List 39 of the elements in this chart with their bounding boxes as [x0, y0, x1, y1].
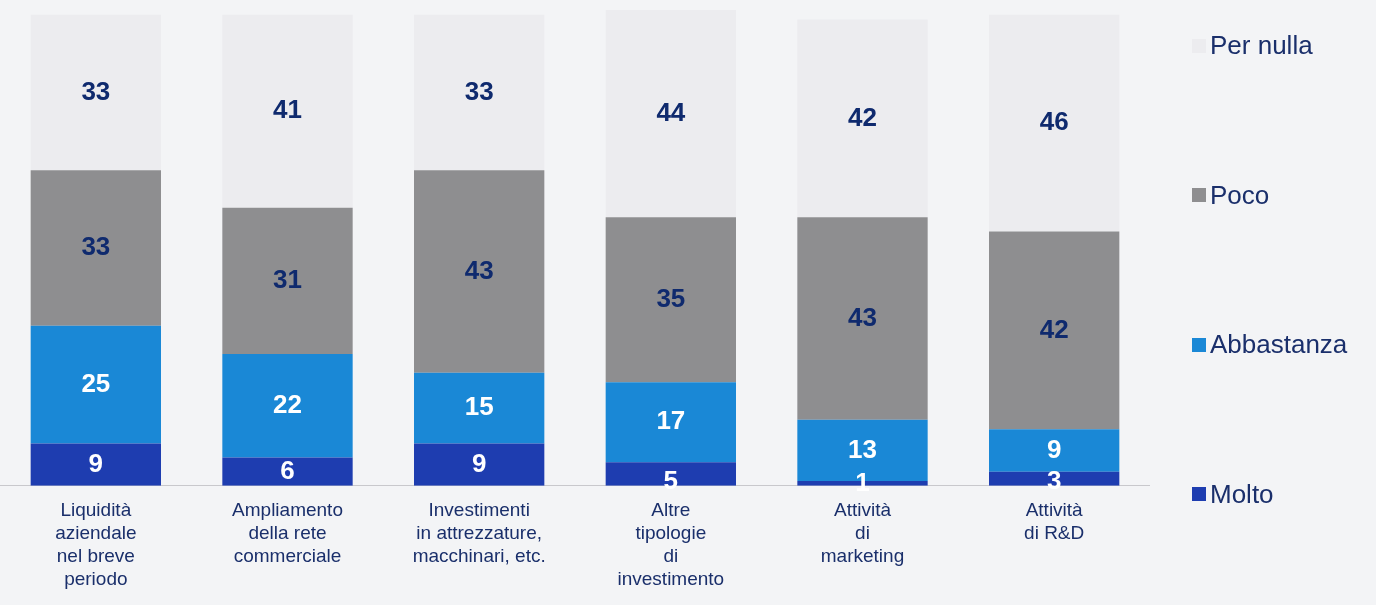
x-tick-label: Attività di R&D [1024, 499, 1085, 544]
x-tick-label: Liquidità aziendale nel breve periodo [55, 499, 137, 589]
bar [414, 443, 545, 486]
data-label: 46 [1039, 106, 1069, 137]
bar [605, 382, 736, 463]
data-label: 31 [273, 264, 302, 295]
bar [30, 443, 161, 486]
bar [30, 325, 161, 444]
data-label: 33 [81, 75, 111, 106]
data-label: 33 [81, 231, 111, 262]
data-label: 9 [471, 447, 487, 478]
legend-label: Per nulla [1210, 30, 1313, 61]
x-tick-label: Attività di marketing [820, 499, 905, 567]
data-label: 33 [464, 75, 494, 106]
data-label: 43 [464, 254, 494, 285]
data-label: 42 [1039, 313, 1069, 344]
data-label: 9 [1046, 433, 1062, 464]
data-label: 25 [81, 367, 111, 398]
x-tick-label: Altre tipologie di investimento [617, 499, 725, 589]
data-label: 15 [464, 391, 494, 422]
data-label: 22 [273, 388, 302, 419]
data-label: 17 [656, 405, 686, 436]
bar [414, 372, 545, 444]
legend-label: Molto [1210, 478, 1274, 510]
data-label: 42 [848, 101, 877, 132]
data-label: 41 [273, 94, 302, 125]
legend-label: Poco [1210, 179, 1270, 211]
data-label: 43 [848, 301, 877, 332]
bar [222, 353, 353, 458]
x-tick-label: Ampliamento della rete commerciale [232, 499, 343, 567]
data-label: 35 [656, 282, 686, 313]
x-tick-label: Investimenti in attrezzature, macchinari, etc. [412, 499, 546, 567]
legend-label: Abbastanza [1210, 329, 1348, 361]
data-label: 13 [848, 433, 877, 464]
bar [222, 457, 353, 486]
data-label: 44 [656, 96, 686, 127]
data-label: 9 [88, 447, 104, 478]
data-label: 6 [280, 454, 295, 485]
bar [989, 429, 1120, 472]
